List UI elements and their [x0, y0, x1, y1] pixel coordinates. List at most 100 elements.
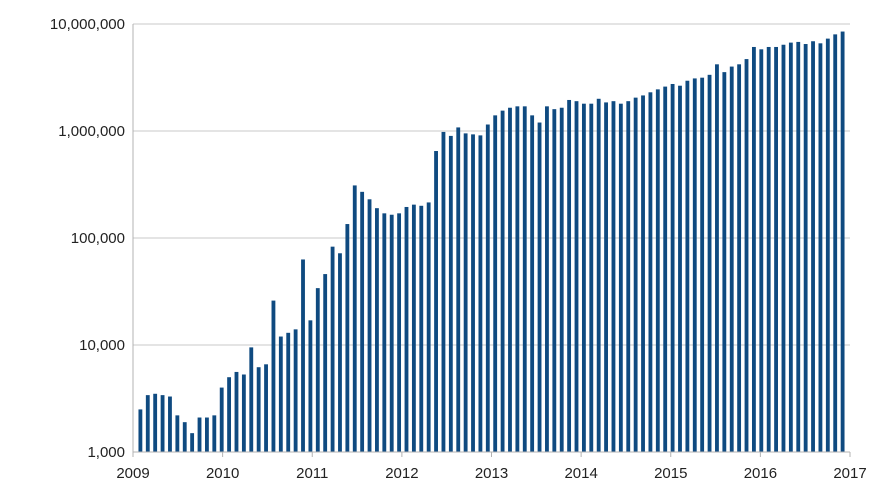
bar [700, 77, 705, 453]
bar [596, 98, 601, 452]
bar [352, 185, 357, 453]
bar [360, 191, 365, 452]
bar [345, 224, 350, 452]
bar [715, 64, 719, 452]
bar [404, 206, 409, 452]
bar [471, 134, 475, 452]
bar [500, 110, 505, 452]
bar [153, 393, 158, 452]
x-tick-label: 2015 [654, 465, 687, 482]
x-tick-label: 2010 [206, 465, 239, 482]
bar [323, 274, 328, 452]
bar [182, 422, 187, 452]
bar [722, 72, 727, 452]
bar [811, 41, 815, 453]
bar [175, 415, 180, 452]
bar [685, 80, 690, 452]
bar [330, 246, 335, 452]
y-tick-labels: 1,000 10,000 100,000 1,000,000 10,000,000 [50, 16, 125, 461]
bar [249, 347, 254, 452]
bar [737, 64, 742, 452]
bar [241, 374, 246, 452]
bar [434, 151, 438, 452]
bar [751, 46, 756, 452]
bar [788, 42, 793, 453]
bar [478, 135, 483, 452]
axes [132, 24, 851, 457]
bar [559, 107, 564, 452]
bar [545, 106, 549, 452]
bar [840, 31, 845, 453]
y-tick-label: 100,000 [71, 230, 125, 247]
bar [308, 320, 313, 452]
x-tick-labels: 2009 2010 2011 2012 2013 2014 2015 2016 2017 [116, 465, 866, 482]
x-tick-label: 2011 [296, 465, 328, 482]
bar [293, 329, 298, 452]
bar [522, 106, 527, 452]
bar [567, 99, 572, 452]
y-tick-label: 10,000 [79, 337, 125, 354]
bar [581, 103, 586, 452]
bar [205, 417, 209, 452]
bar [744, 59, 749, 453]
bar [796, 41, 801, 453]
bar [670, 83, 675, 453]
bar [589, 103, 594, 452]
bar [256, 367, 261, 452]
bar [766, 46, 771, 452]
bar [729, 66, 734, 452]
bar [485, 124, 490, 452]
x-tick-label: 2009 [116, 465, 149, 482]
bar [678, 85, 682, 453]
bar [530, 115, 535, 453]
bar [271, 300, 276, 452]
bar [574, 101, 579, 453]
x-tick-label: 2012 [385, 465, 418, 482]
bar [707, 74, 712, 452]
bar [641, 95, 645, 453]
bar [803, 44, 808, 453]
y-tick-label: 10,000,000 [50, 16, 125, 33]
bar [604, 102, 608, 452]
y-tick-label: 1,000,000 [58, 123, 125, 140]
bar [833, 34, 838, 453]
bar [219, 387, 224, 452]
bar [448, 135, 453, 452]
bar [419, 205, 424, 452]
bar [264, 364, 268, 452]
bar [626, 101, 631, 453]
bars [138, 31, 845, 453]
y-tick-label: 1,000 [87, 444, 125, 461]
bar [552, 109, 557, 452]
x-tick-label: 2017 [833, 465, 866, 482]
bar [160, 395, 165, 452]
bar [278, 336, 283, 452]
bar [759, 49, 764, 453]
bar [375, 208, 379, 452]
x-tick-label: 2013 [475, 465, 508, 482]
x-tick-label: 2016 [744, 465, 777, 482]
bar [515, 106, 520, 452]
bar [655, 89, 660, 453]
bar [818, 43, 823, 453]
bar [145, 395, 150, 452]
bar [493, 115, 498, 453]
bar [382, 213, 387, 452]
bar [537, 122, 542, 452]
bar [441, 131, 446, 452]
bar [508, 107, 512, 452]
bar [648, 92, 653, 453]
bar [633, 97, 638, 452]
bar [825, 38, 830, 453]
bar [397, 213, 402, 452]
bar [411, 204, 416, 452]
bar [456, 127, 461, 453]
bar [338, 253, 342, 452]
bar [692, 78, 697, 453]
bar [234, 371, 239, 452]
bar [611, 101, 616, 453]
bar [389, 214, 394, 452]
bar [190, 433, 195, 452]
bar [301, 259, 305, 452]
